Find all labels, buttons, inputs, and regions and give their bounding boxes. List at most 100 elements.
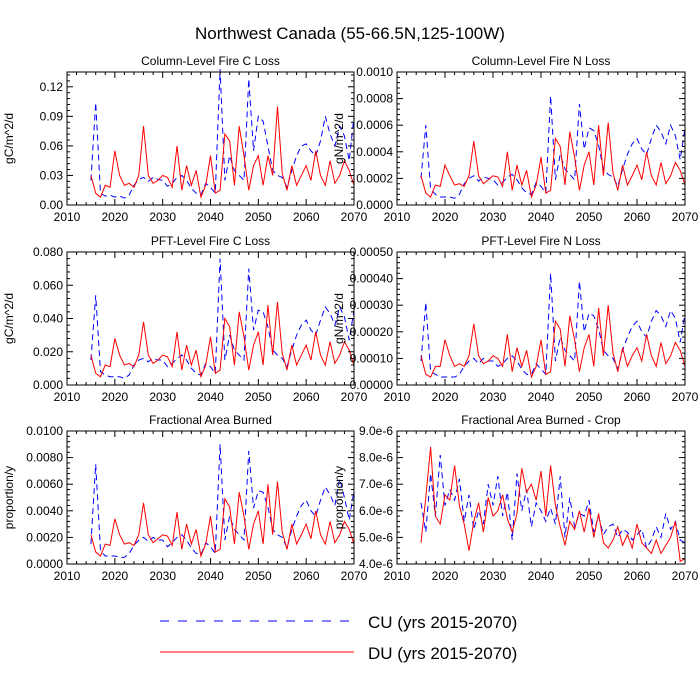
series-line-cu (420, 273, 686, 378)
panel-title: Fractional Area Burned - Crop (461, 413, 621, 427)
x-tick-label: 2040 (528, 210, 555, 224)
y-tick-label: 0.03 (40, 168, 64, 182)
panel-grid: Column-Level Fire C Loss gC/m^2/d 2010 2020… (2, 54, 699, 583)
x-tick-label: 2050 (245, 390, 272, 404)
x-tick-label: 2010 (384, 210, 411, 224)
x-tick-label: 2030 (149, 390, 176, 404)
y-tick-label: 0.0040 (26, 504, 63, 518)
series-line-cu (90, 444, 355, 558)
x-tick-label: 2040 (197, 390, 224, 404)
y-tick-label: 7.0e-6 (359, 477, 393, 491)
series-line-du (420, 122, 686, 199)
x-tick-label: 2070 (341, 569, 368, 583)
series-line-du (90, 106, 355, 199)
y-tick-label: 0.0020 (26, 530, 63, 544)
legend-label-cu: CU (yrs 2015-2070) (368, 613, 517, 632)
panel-title: PFT-Level Fire N Loss (481, 234, 600, 248)
x-tick-label: 2070 (341, 390, 368, 404)
x-tick-label: 2020 (101, 569, 128, 583)
y-tick-label: 0.06 (40, 139, 64, 153)
x-tick-label: 2020 (101, 390, 128, 404)
x-tick-label: 2020 (101, 210, 128, 224)
chart-panel-6: Fractional Area Burned - Crop proportion/… (332, 413, 699, 583)
x-tick-label: 2010 (54, 569, 81, 583)
y-tick-label: 0.0010 (356, 65, 393, 79)
x-tick-label: 2030 (480, 569, 507, 583)
x-tick-label: 2040 (197, 210, 224, 224)
x-tick-label: 2060 (293, 210, 320, 224)
y-tick-label: 0.0004 (356, 145, 393, 159)
figure-title: Northwest Canada (55-66.5N,125-100W) (195, 24, 505, 43)
y-tick-label: 0.0006 (356, 118, 393, 132)
x-tick-label: 2070 (672, 210, 699, 224)
x-tick-label: 2020 (432, 390, 459, 404)
plot-frame (396, 430, 686, 565)
series-line-cu (90, 69, 355, 199)
x-tick-label: 2060 (624, 569, 651, 583)
x-tick-label: 2030 (149, 569, 176, 583)
legend-label-du: DU (yrs 2015-2070) (368, 644, 517, 663)
y-tick-label: 0.0080 (26, 451, 63, 465)
x-tick-label: 2050 (245, 569, 272, 583)
y-tick-label: 4.0e-6 (359, 557, 393, 571)
y-tick-label: 6.0e-6 (359, 504, 393, 518)
x-tick-label: 2070 (672, 569, 699, 583)
series-line-du (90, 301, 355, 379)
y-tick-label: 0.0060 (26, 477, 63, 491)
x-tick-label: 2040 (528, 569, 555, 583)
y-axis-label: gN/m^2/d (332, 113, 346, 164)
x-tick-label: 2030 (149, 210, 176, 224)
y-tick-label: 0.040 (33, 312, 63, 326)
x-tick-label: 2010 (54, 210, 81, 224)
legend: CU (yrs 2015-2070) DU (yrs 2015-2070) (160, 613, 517, 663)
x-tick-label: 2040 (528, 390, 555, 404)
y-tick-label: 0.00000 (350, 378, 394, 392)
chart-panel-3: PFT-Level Fire C Loss gC/m^2/d 2010 2020 203… (2, 234, 368, 404)
series-line-du (420, 305, 686, 379)
y-axis-label: gC/m^2/d (2, 293, 16, 344)
chart-panel-4: PFT-Level Fire N Loss gN/m^2/d 2010 2020 203… (332, 234, 699, 404)
panel-title: Column-Level Fire C Loss (141, 54, 280, 68)
x-tick-label: 2010 (384, 569, 411, 583)
y-tick-label: 8.0e-6 (359, 451, 393, 465)
y-axis-label: proportion/y (2, 466, 16, 529)
y-tick-label: 0.080 (33, 245, 63, 259)
x-tick-label: 2020 (432, 210, 459, 224)
y-tick-label: 0.0002 (356, 171, 393, 185)
y-tick-label: 5.0e-6 (359, 530, 393, 544)
x-tick-label: 2060 (293, 390, 320, 404)
x-tick-label: 2010 (54, 390, 81, 404)
y-tick-label: 0.12 (40, 80, 64, 94)
x-tick-label: 2030 (480, 210, 507, 224)
y-tick-label: 9.0e-6 (359, 424, 393, 438)
y-tick-label: 0.020 (33, 345, 63, 359)
x-tick-label: 2010 (384, 390, 411, 404)
panel-title: Column-Level Fire N Loss (472, 54, 611, 68)
x-tick-label: 2050 (576, 569, 603, 583)
y-tick-label: 0.00040 (350, 272, 394, 286)
y-tick-label: 0.0000 (26, 557, 63, 571)
x-tick-label: 2060 (293, 569, 320, 583)
x-tick-label: 2030 (480, 390, 507, 404)
y-axis-label: gN/m^2/d (332, 293, 346, 344)
x-tick-label: 2050 (576, 210, 603, 224)
x-tick-label: 2050 (576, 390, 603, 404)
panel-title: PFT-Level Fire C Loss (151, 234, 270, 248)
chart-panel-1: Column-Level Fire C Loss gC/m^2/d 2010 2020… (2, 54, 368, 224)
y-axis-label: gC/m^2/d (2, 113, 16, 164)
y-tick-label: 0.0008 (356, 92, 393, 106)
series-line-cu (90, 258, 355, 379)
y-tick-label: 0.00030 (350, 298, 394, 312)
chart-panel-2: Column-Level Fire N Loss gN/m^2/d 2010 2020… (332, 54, 699, 224)
x-tick-label: 2050 (245, 210, 272, 224)
chart-panel-5: Fractional Area Burned proportion/y 2010 20… (2, 413, 368, 583)
panel-title: Fractional Area Burned (149, 413, 272, 427)
y-tick-label: 0.0000 (356, 198, 393, 212)
x-tick-label: 2070 (341, 210, 368, 224)
y-tick-label: 0.00020 (350, 325, 394, 339)
y-tick-label: 0.00010 (350, 351, 394, 365)
x-tick-label: 2040 (197, 569, 224, 583)
y-tick-label: 0.060 (33, 278, 63, 292)
x-tick-label: 2020 (432, 569, 459, 583)
